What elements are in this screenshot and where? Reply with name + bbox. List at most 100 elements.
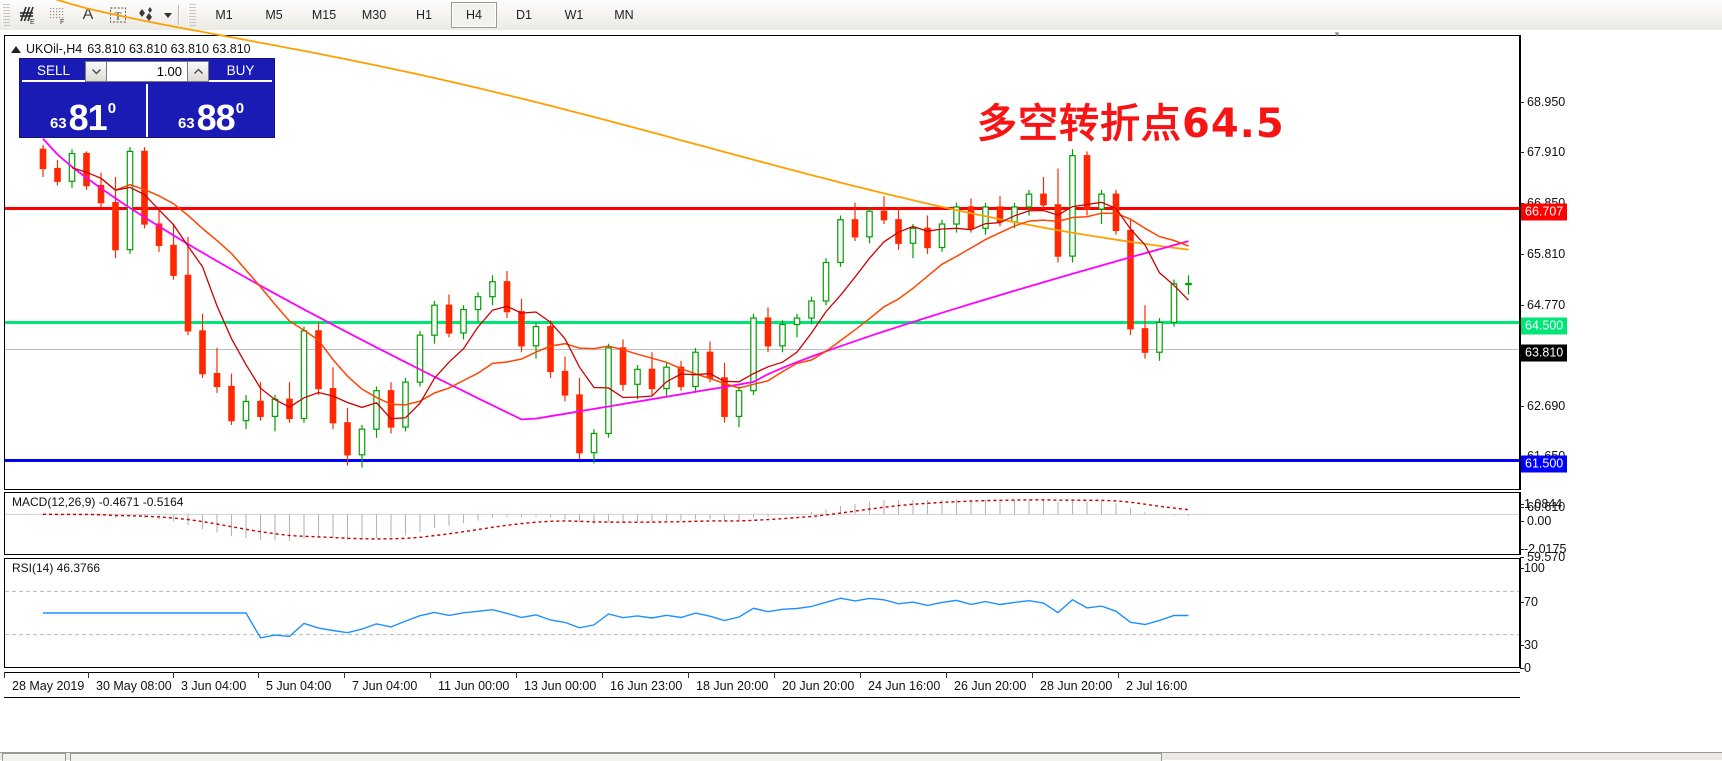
chart-toolbar: E F xyxy=(0,0,1722,31)
rsi-tick-100: 100 xyxy=(1520,561,1545,575)
rsi-label: RSI(14) 46.3766 xyxy=(10,561,103,575)
time-tick-10: 24 Jun 16:00 xyxy=(859,672,941,693)
rsi-tick-70: 70 xyxy=(1520,595,1538,609)
volume-input[interactable]: 1.00 xyxy=(107,61,187,82)
sell-button[interactable]: SELL xyxy=(22,61,85,82)
timeframe-h1[interactable]: H1 xyxy=(416,8,432,22)
price-axis-line xyxy=(1520,35,1521,490)
macd-tick-1: 0.00 xyxy=(1520,514,1551,528)
chart-tab-1[interactable] xyxy=(2,753,66,761)
support-line-61500[interactable] xyxy=(5,459,1519,462)
time-tick-12: 28 Jun 20:00 xyxy=(1031,672,1113,693)
sell-price-fraction: 0 xyxy=(107,100,117,117)
rsi-tick-30: 30 xyxy=(1520,638,1538,652)
toolbar-separator xyxy=(178,5,180,25)
time-scale[interactable]: 28 May 2019 30 May 08:00 3 Jun 04:00 5 Jun … xyxy=(3,672,1520,698)
buy-price-big: 88 xyxy=(196,97,236,139)
svg-text:T: T xyxy=(115,11,122,23)
timeframe-m15[interactable]: M15 xyxy=(311,8,337,22)
time-tick-11: 26 Jun 20:00 xyxy=(945,672,1027,693)
price-panel[interactable]: UKOil-,H4 63.810 63.810 63.810 63.810 SE… xyxy=(4,0,1520,490)
toolbar-grip-1[interactable] xyxy=(2,4,10,26)
time-tick-4: 7 Jun 04:00 xyxy=(343,672,418,693)
chart-tab-2[interactable] xyxy=(70,753,1162,761)
time-tick-9: 20 Jun 20:00 xyxy=(773,672,855,693)
price-tick-60-610: 60.610 xyxy=(1520,500,1565,514)
timeframe-mn[interactable]: MN xyxy=(614,8,634,22)
text-label-icon[interactable]: T xyxy=(103,2,133,28)
objects-dropdown-icon[interactable] xyxy=(164,12,172,18)
text-tool-icon[interactable]: A xyxy=(82,6,94,23)
macd-label: MACD(12,26,9) -0.4671 -0.5164 xyxy=(10,495,186,509)
timeframe-m1[interactable]: M1 xyxy=(215,8,233,22)
pivot-line-64500[interactable] xyxy=(5,321,1519,324)
price-tick-62-690: 62.690 xyxy=(1520,399,1565,413)
time-tick-8: 18 Jun 20:00 xyxy=(687,672,769,693)
trade-panel-prices: 63 81 0 63 88 0 xyxy=(20,84,274,137)
toolbar-grip-2[interactable] xyxy=(188,4,196,26)
timeframe-m30[interactable]: M30 xyxy=(361,8,387,22)
time-tick-2: 3 Jun 04:00 xyxy=(172,672,247,693)
buy-price-fraction: 0 xyxy=(235,100,245,117)
price-tick-67-910: 67.910 xyxy=(1520,145,1565,159)
macd-tick-2: -2.0175 xyxy=(1520,542,1566,556)
candlestick-series xyxy=(39,0,1192,468)
macd-axis-line xyxy=(1520,492,1521,555)
price-badge-63-810[interactable]: 63.810 xyxy=(1521,344,1568,362)
rsi-scale: 100 70 30 0 xyxy=(1520,558,1718,675)
time-tick-13: 2 Jul 16:00 xyxy=(1117,672,1188,693)
sell-price[interactable]: 63 81 0 xyxy=(20,84,146,137)
timeframe-m5[interactable]: M5 xyxy=(265,8,283,22)
time-tick-3: 5 Jun 04:00 xyxy=(257,672,332,693)
rsi-series xyxy=(5,590,1519,639)
volume-increase-button[interactable] xyxy=(187,61,209,82)
price-tick-68-950: 68.950 xyxy=(1520,95,1565,109)
macd-tick-0: 1.0844 xyxy=(1520,497,1562,511)
macd-panel[interactable]: MACD(12,26,9) -0.4671 -0.5164 xyxy=(4,492,1520,555)
trade-panel-top-row: SELL 1.00 BUY xyxy=(20,59,274,84)
timeframe-d1[interactable]: D1 xyxy=(516,8,532,22)
price-tick-64-770: 64.770 xyxy=(1520,298,1565,312)
one-click-trading-panel[interactable]: SELL 1.00 BUY 63 81 0 xyxy=(19,58,275,138)
price-tick-65-810: 65.810 xyxy=(1520,247,1565,261)
rsi-axis-line xyxy=(1520,558,1521,668)
objects-icon[interactable] xyxy=(133,2,163,28)
current-price-line-63810 xyxy=(5,349,1519,350)
time-tick-0: 28 May 2019 xyxy=(3,672,85,693)
time-tick-6: 13 Jun 00:00 xyxy=(515,672,597,693)
symbol-timeframe-label: UKOil-,H4 xyxy=(26,42,83,56)
collapse-triangle-icon[interactable] xyxy=(11,45,21,53)
sell-price-big: 81 xyxy=(68,97,108,139)
price-badge-61-500[interactable]: 61.500 xyxy=(1521,455,1568,473)
time-tick-7: 16 Jun 23:00 xyxy=(601,672,683,693)
price-scale[interactable]: 68.95067.91066.85065.81064.77063.73062.6… xyxy=(1520,35,1718,564)
timeframe-group: M1 M5 M15 M30 H1 H4 D1 W1 MN xyxy=(199,2,649,28)
resistance-line-66707[interactable] xyxy=(5,207,1519,210)
svg-text:F: F xyxy=(60,19,64,26)
volume-decrease-button[interactable] xyxy=(85,61,107,82)
symbol-ohlc-header: UKOil-,H4 63.810 63.810 63.810 63.810 xyxy=(11,42,251,56)
buy-price-lead: 63 xyxy=(177,115,195,132)
timeframe-h4[interactable]: H4 xyxy=(451,2,497,28)
svg-text:E: E xyxy=(30,19,35,26)
macd-scale: 1.0844 0.00 -2.0175 xyxy=(1520,492,1718,556)
timeframe-w1[interactable]: W1 xyxy=(564,8,584,22)
buy-price[interactable]: 63 88 0 xyxy=(146,84,274,137)
bottom-tabs-strip xyxy=(0,752,1722,761)
indicators-icon[interactable]: E xyxy=(13,2,43,28)
price-badge-64-500[interactable]: 64.500 xyxy=(1521,317,1568,335)
macd-series xyxy=(5,499,1519,542)
price-tick-59-570: 59.570 xyxy=(1520,550,1565,564)
rsi-panel[interactable]: RSI(14) 46.3766 xyxy=(4,558,1520,668)
crosshair-grid-icon[interactable]: F xyxy=(43,2,73,28)
rsi-tick-0: 0 xyxy=(1520,661,1531,675)
time-tick-1: 30 May 08:00 xyxy=(88,672,172,693)
ohlc-values: 63.810 63.810 63.810 63.810 xyxy=(87,42,251,56)
chart-annotation-text[interactable]: 多空转折点64.5 xyxy=(977,101,1285,147)
price-badge-66-707[interactable]: 66.707 xyxy=(1521,203,1568,221)
sell-price-lead: 63 xyxy=(49,115,67,132)
scroll-right-icon[interactable]: ▾ xyxy=(1334,28,1340,39)
buy-button[interactable]: BUY xyxy=(209,61,272,82)
